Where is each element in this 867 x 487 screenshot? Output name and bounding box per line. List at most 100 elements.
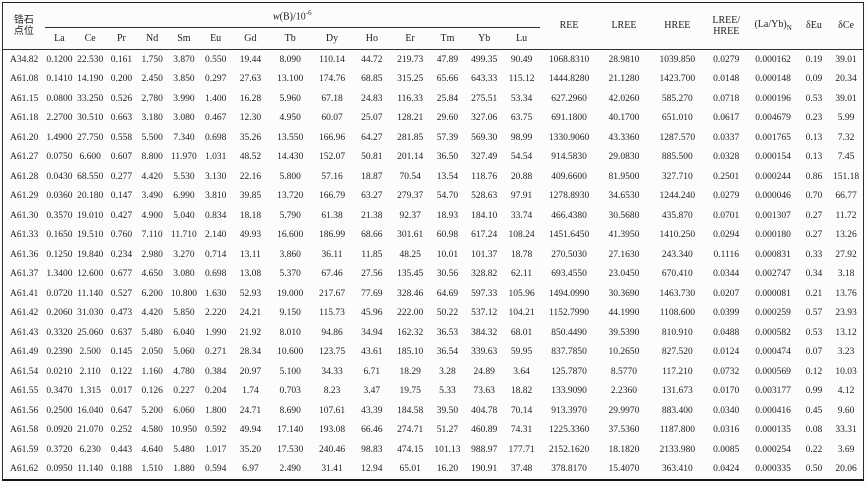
value-cell: 0.22 — [805, 444, 823, 455]
value-cell: 0.0718 — [713, 93, 740, 104]
value-cell: 48.25 — [399, 249, 421, 260]
ratio-header-line2: HREE — [713, 26, 740, 37]
spot-id-cell: A61.36 — [10, 249, 39, 260]
value-cell: 0.0148 — [713, 74, 740, 85]
value-cell: 409.6600 — [551, 171, 587, 182]
value-cell: 0.0124 — [713, 347, 740, 358]
spot-id-cell: A61.30 — [10, 210, 39, 221]
value-cell: 0.145 — [110, 347, 133, 358]
value-cell: 104.21 — [508, 308, 535, 319]
value-cell: 1225.3360 — [548, 425, 590, 436]
zircon-ree-data-table: 锆石 点位 w(B)/10-6 REE LREE HREE LREE/ HREE… — [2, 2, 864, 481]
value-cell: 3.870 — [173, 54, 195, 65]
value-cell: 10.600 — [277, 347, 304, 358]
value-cell: 651.010 — [661, 113, 693, 124]
value-cell: 597.33 — [471, 288, 498, 299]
value-cell: 0.0294 — [713, 230, 740, 241]
value-cell: 2.220 — [204, 308, 227, 319]
spot-id-cell: A61.59 — [10, 444, 39, 455]
value-cell: 0.19 — [805, 54, 823, 65]
value-cell: 19.840 — [77, 249, 104, 260]
value-cell: 61.38 — [321, 210, 343, 221]
value-cell: 0.1200 — [46, 54, 73, 65]
value-cell: 2.450 — [141, 74, 163, 85]
value-cell: 174.76 — [318, 74, 346, 85]
value-cell: 16.28 — [239, 93, 262, 104]
value-cell: 13.08 — [239, 269, 262, 280]
value-cell: 6.600 — [79, 152, 101, 163]
value-cell: 9.60 — [837, 405, 855, 416]
value-cell: 34.6530 — [608, 191, 640, 202]
value-cell: 0.0344 — [713, 269, 740, 280]
value-cell: 193.08 — [318, 425, 346, 436]
value-cell: 19.510 — [77, 230, 104, 241]
value-cell: 0.0430 — [46, 171, 73, 182]
value-cell: 29.0830 — [608, 152, 640, 163]
value-cell: 23.93 — [835, 308, 857, 319]
header-row-top: 锆石 点位 w(B)/10-6 REE LREE HREE LREE/ HREE… — [2, 2, 864, 50]
value-cell: 5.33 — [439, 386, 456, 397]
value-cell: 177.71 — [508, 444, 535, 455]
value-cell: 3.080 — [173, 113, 195, 124]
value-cell: 3.860 — [279, 249, 301, 260]
table-row: A61.54 0.0210 2.110 0.122 1.160 4.780 0.384 20.… — [3, 362, 864, 382]
value-cell: 37.5360 — [608, 425, 640, 436]
table-row: A61.18 2.2700 30.510 0.663 3.180 3.080 0.467 12… — [3, 109, 864, 129]
value-cell: 68.66 — [361, 230, 383, 241]
value-cell: 3.850 — [173, 74, 195, 85]
value-cell: 7.340 — [173, 132, 195, 143]
value-cell: 33.74 — [510, 210, 533, 221]
col-header-dy: Dy — [310, 27, 354, 50]
value-cell: 1.990 — [204, 327, 227, 338]
value-cell: 327.06 — [471, 113, 498, 124]
spot-id-cell: A61.37 — [10, 269, 39, 280]
value-cell: 19.75 — [399, 386, 421, 397]
table-row: A61.56 0.2500 16.040 0.647 5.200 6.060 1.800 24… — [3, 401, 864, 421]
value-cell: 24.71 — [239, 405, 262, 416]
value-cell: 21.38 — [361, 210, 383, 221]
value-cell: 1.031 — [204, 152, 227, 163]
delta-eu-header: δEu — [798, 2, 830, 50]
value-cell: 279.37 — [397, 191, 424, 202]
value-cell: 474.15 — [397, 444, 424, 455]
value-cell: 850.4490 — [551, 327, 587, 338]
value-cell: 1451.6450 — [548, 230, 590, 241]
value-cell: 31.030 — [77, 308, 104, 319]
value-cell: 0.227 — [173, 386, 195, 397]
value-cell: 60.98 — [436, 230, 459, 241]
value-cell: 1187.800 — [659, 425, 695, 436]
value-cell: 35.20 — [239, 444, 262, 455]
value-cell: 1152.7990 — [548, 308, 590, 319]
value-cell: 0.527 — [110, 288, 133, 299]
value-cell: 0.0920 — [46, 425, 73, 436]
value-cell: 24.21 — [239, 308, 262, 319]
value-cell: 4.640 — [141, 444, 163, 455]
value-cell: 1444.8280 — [548, 74, 590, 85]
value-cell: 45.96 — [361, 308, 383, 319]
value-cell: 4.780 — [173, 366, 195, 377]
value-cell: 97.91 — [510, 191, 533, 202]
value-cell: 13.550 — [277, 132, 304, 143]
value-cell: 2.140 — [204, 230, 227, 241]
spot-id-cell: A61.56 — [10, 405, 39, 416]
value-cell: 73.63 — [473, 386, 495, 397]
value-cell: 537.12 — [471, 308, 498, 319]
value-cell: 0.271 — [204, 347, 227, 358]
value-cell: 4.420 — [141, 171, 163, 182]
value-cell: 51.27 — [436, 425, 459, 436]
table-row: A34.82 0.1200 22.530 0.161 1.750 3.870 0.550 19… — [3, 50, 864, 70]
value-cell: 0.002747 — [755, 269, 791, 280]
value-cell: 128.21 — [397, 113, 424, 124]
value-cell: 0.0750 — [46, 152, 73, 163]
value-cell: 0.000196 — [755, 93, 791, 104]
value-cell: 0.000416 — [755, 405, 791, 416]
value-cell: 5.500 — [141, 132, 163, 143]
spot-id-cell: A61.41 — [10, 288, 39, 299]
value-cell: 1.750 — [141, 54, 163, 65]
table-row: A61.30 0.3570 19.010 0.427 4.900 5.040 0.834 18… — [3, 206, 864, 226]
value-cell: 5.100 — [279, 366, 301, 377]
value-cell: 50.22 — [436, 308, 459, 319]
value-cell: 31.41 — [321, 464, 343, 475]
value-cell: 0.0399 — [713, 308, 740, 319]
value-cell: 3.69 — [837, 444, 855, 455]
